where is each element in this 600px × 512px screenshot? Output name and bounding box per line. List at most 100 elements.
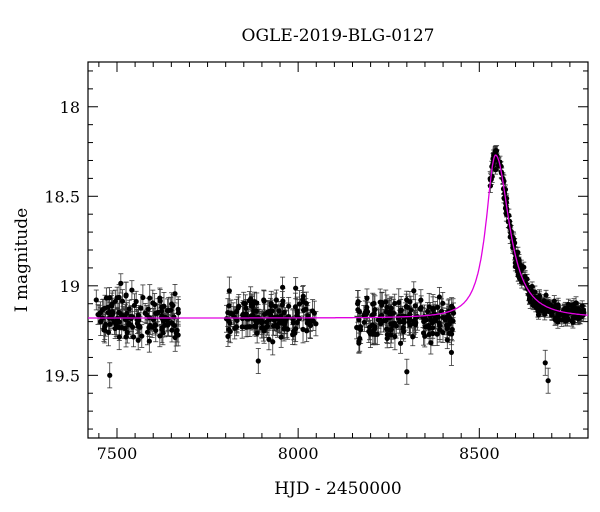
data-point [116, 319, 122, 325]
data-point [146, 324, 152, 331]
data-point [437, 327, 443, 333]
data-point [98, 319, 104, 325]
data-point [276, 308, 282, 314]
data-point [411, 288, 417, 294]
data-point [384, 335, 390, 342]
chart-title: OGLE-2019-BLG-0127 [242, 26, 435, 46]
data-point [450, 318, 456, 324]
data-point [434, 304, 441, 311]
data-point [440, 300, 446, 306]
data-point [294, 319, 300, 326]
data-point [165, 316, 171, 322]
data-point [101, 327, 107, 333]
data-point [169, 327, 175, 333]
data-point [116, 334, 122, 340]
data-point [264, 319, 270, 325]
data-point [428, 340, 434, 346]
data-point [579, 303, 585, 309]
data-point [412, 303, 418, 309]
data-point [358, 327, 364, 333]
data-point [290, 316, 296, 322]
x-tick-label: 8000 [278, 444, 319, 463]
data-point [304, 316, 310, 322]
data-point [426, 304, 432, 310]
data-point [172, 291, 178, 297]
data-point [102, 321, 109, 327]
data-point [162, 322, 168, 328]
data-point [144, 329, 151, 335]
data-point [225, 333, 231, 339]
data-point [255, 358, 261, 364]
data-point [397, 340, 404, 346]
data-point [119, 298, 126, 304]
data-point [273, 297, 279, 303]
data-point [131, 302, 138, 308]
data-point [93, 297, 99, 303]
data-point [384, 332, 390, 338]
data-point [226, 326, 232, 333]
data-point [512, 263, 519, 270]
data-point [549, 310, 555, 316]
data-point [243, 305, 249, 311]
data-point [396, 299, 402, 306]
data-point [443, 322, 450, 328]
data-point [304, 328, 310, 334]
data-point [169, 301, 175, 307]
data-point [301, 307, 307, 313]
data-point [175, 306, 181, 312]
data-point [392, 300, 398, 307]
data-point [123, 334, 129, 340]
data-point [150, 300, 156, 306]
data-point [404, 369, 410, 375]
data-point [310, 308, 316, 314]
y-tick-label: 19 [60, 277, 80, 296]
data-point [240, 311, 246, 317]
data-point [292, 304, 299, 310]
data-point [145, 306, 151, 312]
data-point [545, 300, 551, 306]
data-point [107, 372, 113, 378]
data-point [434, 331, 440, 337]
data-point [264, 323, 271, 329]
data-point [424, 308, 431, 315]
data-point [159, 313, 165, 319]
x-tick-label: 7500 [97, 444, 138, 463]
data-point [112, 298, 118, 304]
data-point [103, 295, 109, 301]
data-point [133, 298, 139, 305]
data-point [407, 299, 413, 305]
data-point [356, 340, 362, 346]
data-point [109, 302, 115, 309]
data-point [448, 349, 455, 356]
data-point [245, 316, 251, 322]
data-point [110, 311, 116, 317]
data-point [449, 326, 455, 333]
data-point [280, 298, 286, 304]
data-point [430, 330, 436, 337]
data-point [173, 330, 179, 336]
data-point [354, 301, 361, 307]
data-point [247, 324, 253, 330]
data-point [407, 322, 413, 328]
data-point [171, 314, 177, 320]
data-point [122, 325, 128, 331]
data-point [372, 324, 378, 330]
data-point [134, 320, 141, 327]
data-point [300, 299, 306, 305]
data-point [242, 301, 248, 307]
data-point [158, 308, 165, 314]
data-point [555, 311, 561, 317]
data-point [423, 317, 429, 323]
data-point [261, 298, 267, 304]
data-point [524, 276, 530, 282]
data-point [124, 329, 130, 336]
data-point [371, 300, 377, 306]
data-point [573, 300, 579, 306]
data-point [270, 339, 276, 345]
data-point [377, 299, 383, 305]
data-point [444, 337, 450, 343]
data-point [384, 304, 390, 310]
data-point [293, 326, 299, 332]
data-point [153, 327, 159, 334]
y-axis-label: I magnitude [12, 208, 32, 312]
